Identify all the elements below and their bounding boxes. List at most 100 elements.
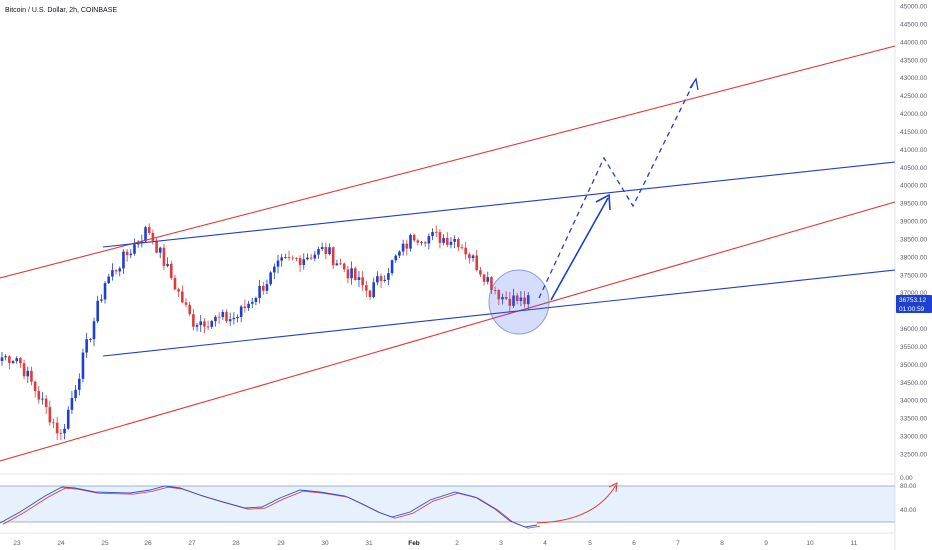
- candle-body: [37, 391, 41, 400]
- candle-body: [346, 269, 350, 279]
- candle-body: [442, 237, 445, 243]
- time-axis: 23 24 25 26 27 28 29 30 31 Feb 2 3 4 5 6 7 8 9 10 11: [13, 540, 857, 547]
- y-tick-label: 38000.00: [900, 254, 927, 261]
- candle-body: [66, 409, 70, 429]
- candle-body: [523, 297, 526, 305]
- candle-body: [169, 263, 173, 278]
- candle-body: [77, 378, 81, 390]
- candlestick-series: [0, 223, 530, 441]
- candle-body: [526, 295, 530, 305]
- candle-body: [55, 422, 59, 434]
- candle-body: [214, 316, 217, 322]
- candle-body: [376, 276, 379, 283]
- candle-body: [254, 297, 258, 302]
- candle-body: [59, 433, 63, 435]
- candle-body: [501, 296, 504, 300]
- candle-body: [361, 277, 364, 286]
- y-tick-label: 35500.00: [900, 344, 927, 351]
- highlight-circle: [488, 269, 550, 335]
- candle-body: [405, 243, 409, 249]
- candle-body: [508, 298, 512, 306]
- candle-body: [0, 357, 4, 361]
- candle-body: [515, 295, 519, 301]
- x-tick-label: 10: [806, 540, 814, 547]
- candle-body: [30, 370, 33, 382]
- candle-body: [475, 255, 479, 271]
- candle-body: [203, 321, 206, 327]
- candle-body: [70, 398, 74, 410]
- candle-body: [390, 260, 394, 274]
- candle-body: [497, 290, 501, 300]
- candle-body: [365, 285, 368, 291]
- y-tick-label: 33000.00: [900, 434, 927, 441]
- candle-body: [273, 266, 276, 273]
- stoch-top-label: 0.00: [900, 475, 913, 482]
- candle-body: [416, 240, 420, 243]
- candle-body: [295, 258, 298, 259]
- candle-body: [490, 277, 493, 291]
- candle-body: [118, 268, 122, 272]
- candle-body: [243, 306, 247, 308]
- y-tick-label: 39000.00: [900, 219, 927, 226]
- x-tick-label: 28: [232, 540, 240, 547]
- y-tick-label: 37000.00: [900, 290, 927, 297]
- y-tick-label: 42000.00: [900, 111, 927, 118]
- candle-body: [225, 312, 228, 322]
- candle-body: [339, 263, 342, 265]
- current-price-label: 36753.12 01:00:59: [896, 295, 932, 313]
- candle-body: [44, 398, 48, 408]
- candle-body: [313, 254, 317, 259]
- candle-body: [298, 258, 302, 265]
- y-tick-label: 44500.00: [900, 21, 927, 28]
- dashed-projection-arrowhead: [689, 77, 699, 91]
- candle-body: [177, 289, 180, 292]
- candle-body: [206, 326, 210, 328]
- candle-body: [291, 257, 295, 259]
- candle-body: [342, 263, 346, 270]
- candle-body: [8, 356, 11, 364]
- candle-body: [199, 321, 203, 326]
- candle-body: [103, 283, 107, 300]
- candle-body: [504, 296, 508, 299]
- candle-body: [89, 339, 92, 340]
- candle-body: [420, 242, 423, 244]
- candle-body: [188, 304, 191, 315]
- candle-body: [460, 247, 464, 249]
- candle-body: [155, 240, 158, 253]
- candle-body: [445, 237, 449, 245]
- candle-body: [394, 255, 398, 261]
- y-tick-label: 41000.00: [900, 147, 927, 154]
- candle-body: [247, 303, 250, 308]
- x-tick-label: Feb: [408, 540, 420, 547]
- x-tick-label: 23: [13, 540, 21, 547]
- candle-body: [125, 251, 129, 256]
- candle-body: [4, 356, 7, 358]
- candle-body: [192, 314, 195, 327]
- candle-body: [357, 277, 361, 280]
- candle-body: [158, 247, 162, 253]
- candle-body: [353, 268, 357, 280]
- candle-body: [434, 231, 438, 233]
- candle-body: [41, 398, 44, 400]
- y-tick-label: 35000.00: [900, 362, 927, 369]
- candle-body: [92, 321, 96, 340]
- x-tick-label: 26: [144, 540, 152, 547]
- candle-body: [324, 247, 328, 255]
- candle-body: [140, 241, 144, 244]
- x-tick-label: 6: [632, 540, 636, 547]
- x-tick-label: 3: [499, 540, 503, 547]
- stoch-level-label: 40.00: [900, 507, 917, 514]
- candle-body: [52, 422, 55, 424]
- candle-body: [438, 232, 442, 243]
- x-tick-label: 11: [851, 540, 858, 547]
- candle-body: [181, 291, 184, 303]
- candle-body: [114, 270, 118, 272]
- candle-body: [100, 299, 103, 301]
- y-tick-label: 33500.00: [900, 416, 927, 423]
- candle-body: [383, 279, 387, 281]
- projection-arrowhead: [595, 193, 611, 211]
- candle-body: [328, 247, 331, 255]
- candle-body: [239, 306, 243, 317]
- stoch-projection-arrowhead: [608, 482, 618, 493]
